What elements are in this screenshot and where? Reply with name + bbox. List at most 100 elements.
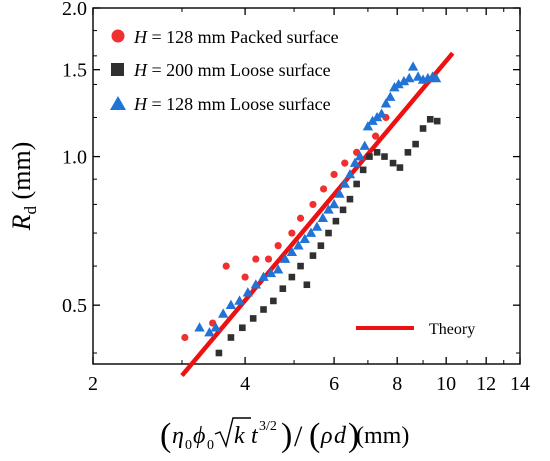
data-point-loose-128 — [354, 151, 366, 161]
data-point-loose-128 — [293, 240, 304, 250]
x-tick-label: 8 — [392, 373, 402, 395]
legend-marker-loose-128 — [110, 96, 126, 110]
data-point-packed-128 — [371, 132, 380, 140]
y-axis-label-unit: (mm) — [7, 142, 36, 206]
legend-marker-loose-200 — [111, 63, 124, 76]
x-axis-label-t: t — [251, 423, 259, 449]
x-axis-label: ( η 0 ϕ 0 k t 3/2 ) / ( ρ d ) (mm) — [160, 417, 409, 454]
y-tick-label: 1.0 — [62, 147, 87, 169]
legend-text-loose-128: = 128 mm Loose surface — [147, 94, 331, 114]
data-point-loose-128 — [344, 168, 356, 179]
data-point-loose-128 — [393, 78, 404, 89]
data-point-loose-128 — [210, 322, 221, 332]
legend-text-loose-200: = 200 mm Loose surface — [147, 60, 331, 80]
x-axis-label-k: k — [234, 423, 245, 449]
x-axis-label-sqrt-sign — [214, 417, 251, 449]
data-point-loose-200 — [366, 153, 373, 160]
data-point-packed-128 — [264, 255, 273, 263]
x-axis-label-open-paren: ( — [160, 417, 171, 454]
x-axis-label-slash: / — [294, 420, 303, 453]
data-point-loose-128 — [404, 72, 415, 83]
data-point-loose-128 — [242, 287, 254, 297]
data-point-loose-200 — [288, 273, 296, 281]
legend-prefix-loose-200: H — [133, 60, 148, 80]
x-axis-label-exp: 3/2 — [259, 419, 277, 434]
data-point-loose-200 — [419, 125, 427, 132]
data-point-packed-128 — [319, 185, 328, 193]
legend-entry-theory: Theory — [429, 321, 475, 338]
x-axis-label-open-paren-2: ( — [309, 417, 320, 454]
data-point-loose-128 — [339, 178, 350, 188]
data-point-packed-128 — [252, 255, 260, 263]
data-point-loose-128 — [328, 198, 340, 209]
x-axis-label-close-paren-2: ) — [348, 417, 359, 454]
legend-entry-loose-200: H = 200 mm Loose surface — [133, 60, 331, 80]
data-point-loose-128 — [272, 264, 284, 274]
theory-series — [180, 51, 455, 378]
data-point-loose-128 — [317, 212, 329, 223]
data-point-loose-200 — [373, 149, 381, 156]
data-point-loose-200 — [404, 149, 412, 156]
data-point-loose-200 — [270, 297, 277, 305]
data-point-loose-128 — [265, 267, 277, 278]
data-point-loose-128 — [311, 221, 323, 231]
data-point-loose-200 — [339, 206, 347, 214]
data-point-loose-128 — [204, 327, 215, 337]
data-point-loose-200 — [215, 349, 223, 357]
axis-ticks: 2 4 6 8 10 12 14 0.5 1.0 1.5 2.0 — [62, 0, 530, 395]
y-axis-label: Rd (mm) — [7, 142, 40, 232]
x-axis-label-unit: (mm) — [356, 423, 409, 449]
data-point-loose-128 — [299, 233, 310, 244]
data-point-loose-128 — [217, 308, 229, 318]
data-point-loose-128 — [412, 71, 424, 81]
legend-text-packed-128: = 128 mm Packed surface — [147, 27, 339, 47]
data-point-loose-200 — [303, 281, 311, 289]
data-point-loose-128 — [407, 61, 419, 71]
data-point-loose-200 — [249, 315, 257, 322]
x-axis-label-phi-sub: 0 — [207, 438, 214, 453]
data-point-loose-128 — [362, 121, 374, 131]
data-point-loose-200 — [353, 180, 360, 188]
data-point-loose-200 — [359, 166, 367, 174]
y-tick-label: 2.0 — [62, 0, 87, 20]
data-point-packed-128 — [181, 333, 189, 342]
data-point-loose-200 — [309, 252, 317, 259]
data-point-loose-200 — [381, 153, 388, 160]
data-point-loose-128 — [234, 295, 245, 305]
x-tick-label: 6 — [329, 373, 339, 395]
data-point-loose-128 — [250, 279, 262, 289]
data-point-loose-128 — [334, 188, 345, 198]
data-point-loose-200 — [396, 164, 404, 171]
legend: H = 128 mm Packed surface H = 200 mm Loo… — [110, 27, 475, 338]
data-point-loose-128 — [359, 140, 370, 150]
legend-marker-packed-128 — [111, 29, 125, 43]
x-tick-label: 10 — [436, 373, 456, 395]
data-point-loose-200 — [297, 262, 304, 270]
legend-entry-loose-128: H = 128 mm Loose surface — [133, 94, 331, 114]
data-point-packed-128 — [241, 273, 249, 281]
data-point-packed-128 — [330, 170, 338, 179]
data-point-packed-128 — [309, 200, 317, 209]
data-point-loose-200 — [279, 285, 287, 292]
data-point-loose-128 — [194, 322, 205, 332]
data-point-loose-200 — [332, 217, 340, 225]
x-tick-label: 2 — [88, 373, 98, 395]
x-axis-label-eta: η — [172, 423, 184, 449]
data-point-loose-128 — [323, 204, 334, 214]
data-point-packed-128 — [296, 214, 305, 222]
data-point-loose-200 — [260, 306, 267, 313]
x-tick-label: 12 — [476, 373, 496, 395]
data-point-loose-128 — [305, 227, 317, 237]
data-point-loose-128 — [398, 75, 410, 86]
data-point-loose-128 — [430, 72, 442, 83]
data-point-loose-200 — [227, 334, 235, 341]
data-point-packed-128 — [274, 242, 282, 250]
x-tick-label: 4 — [240, 373, 250, 395]
data-point-loose-128 — [349, 157, 361, 167]
data-point-loose-128 — [385, 91, 396, 101]
data-point-loose-200 — [412, 140, 419, 148]
data-point-loose-200 — [317, 242, 325, 249]
data-point-loose-128 — [376, 108, 387, 118]
x-axis-label-rho: ρ — [320, 423, 333, 449]
